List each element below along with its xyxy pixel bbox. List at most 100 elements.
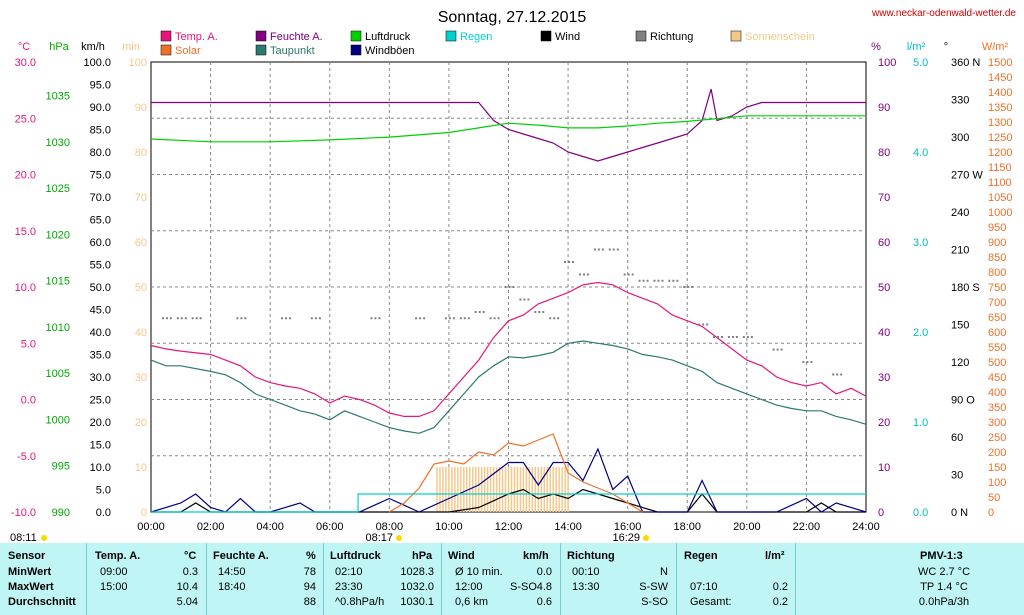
table-cell-w_dir: S-SO [510,581,537,593]
time-tick: 10:00 [435,521,463,533]
solar-tick: 1500 [988,57,1012,69]
direction-point [415,317,418,320]
table-cell-t_val: 10.4 [176,581,198,593]
direction-tick: 0 N [951,507,968,519]
axis-unit-wind: km/h [81,41,105,53]
direction-point [519,298,522,301]
wind-tick: 45.0 [90,305,111,317]
pressure-tick: 995 [52,461,70,473]
table-cell-d_time: 13:30 [572,581,600,593]
time-tick: 24:00 [852,521,880,533]
direction-tick: 300 [951,132,969,144]
direction-point [504,286,507,288]
table-cell-t_val: 5.04 [176,596,198,608]
direction-point [169,317,172,320]
header-wind-unit: km/h [523,550,549,562]
sunrise-label: 08:17 [365,532,393,543]
header-humidity-unit: % [306,550,316,562]
temp-tick: 25.0 [15,113,36,125]
table-cell-r_val: 0.2 [772,596,788,608]
header-pressure: Luftdruck [330,550,381,562]
header-temp: Temp. A. [95,550,141,562]
header-pressure-unit: hPa [412,550,433,562]
sun-tick: 80 [135,147,147,159]
table-cell-t_time: 09:00 [100,566,128,578]
series-taupunkt [150,340,867,434]
table-cell-w_val: 0.0 [536,566,552,578]
wind-tick: 55.0 [90,260,111,272]
solar-tick: 1050 [988,192,1012,204]
rain-tick: 3.0 [913,237,928,249]
direction-tick: 30 [951,470,963,482]
statistics-table: Sensor Temp. A. °C Feuchte A. % Luftdruc… [0,543,1024,615]
header-sensor: Sensor [8,550,46,562]
solar-tick: 150 [988,462,1006,474]
table-cell-pmv: TP 1.4 °C [920,581,968,593]
legend-label: Richtung [650,31,693,43]
direction-point [281,317,284,320]
humidity-tick: 20 [878,417,890,429]
direction-point [657,279,660,282]
direction-point [423,317,426,320]
wind-tick: 65.0 [90,215,111,227]
series-luftdruck [150,115,866,143]
direction-point [623,273,626,276]
solar-tick: 1250 [988,132,1012,144]
direction-point [538,311,541,313]
sun-tick: 90 [135,102,147,114]
direction-tick: 360 N [951,57,980,69]
direction-point [810,361,813,363]
solar-tick: 1100 [988,177,1012,189]
pressure-tick: 1005 [46,368,70,380]
direction-point [523,298,526,301]
direction-point [374,317,377,320]
table-cell-label: Durchschnitt [8,596,76,608]
solar-tick: 650 [988,312,1006,324]
direction-point [672,279,675,282]
table-cell-p_val: 1032.0 [400,581,434,593]
temp-tick: 20.0 [15,170,36,182]
header-direction: Richtung [567,550,615,562]
humidity-tick: 40 [878,327,890,339]
legend-label: Taupunkt [270,45,315,57]
direction-point [285,317,288,320]
direction-point [676,279,679,282]
direction-point [742,336,745,338]
rain-tick: 4.0 [913,147,928,159]
sun-tick: 100 [129,57,147,69]
direction-point [512,286,515,288]
table-cell-d_val: S-SO [641,596,668,608]
direction-point [631,273,634,276]
legend-swatch [255,44,267,56]
header-rain-unit: l/m² [765,550,785,562]
wind-tick: 80.0 [90,147,111,159]
axis-unit-temp: °C [18,41,30,53]
solar-tick: 850 [988,252,1006,264]
solar-tick: 450 [988,372,1006,384]
rain-tick: 1.0 [913,417,928,429]
direction-point [601,248,604,251]
direction-point [772,348,775,351]
pressure-tick: 1025 [46,183,70,195]
wind-tick: 10.0 [90,462,111,474]
humidity-tick: 90 [878,102,890,114]
rain-tick: 2.0 [913,327,928,339]
direction-point [419,317,422,320]
wind-tick: 40.0 [90,327,111,339]
table-cell-d_val: S-SW [639,581,668,593]
direction-tick: 150 [951,320,969,332]
direction-point [370,317,373,320]
chart-title: Sonntag, 27.12.2015 [438,9,587,26]
legend-swatch [445,30,457,42]
legend-swatch [635,30,647,42]
direction-point [698,323,701,326]
rain-tick: 0.0 [913,507,928,519]
table-cell-w_time: 12:00 [455,581,483,593]
humidity-tick: 70 [878,192,890,204]
solar-tick: 500 [988,357,1006,369]
direction-tick: 180 S [951,282,980,294]
direction-point [586,273,589,276]
direction-point [240,317,243,320]
direction-point [244,317,247,320]
solar-tick: 900 [988,237,1006,249]
